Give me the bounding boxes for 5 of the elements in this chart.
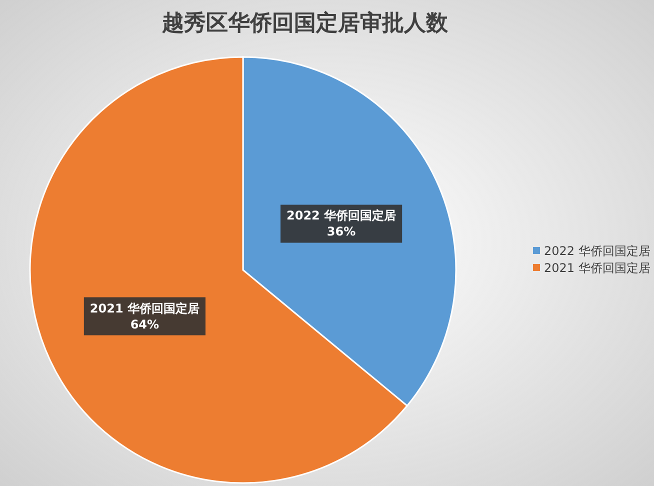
- data-label: 36%: [326, 224, 356, 239]
- chart-title: 越秀区华侨回国定居审批人数: [161, 10, 449, 36]
- slice-label: 2022 华侨回国定居: [286, 208, 396, 223]
- slice-label: 2021 华侨回国定居: [90, 301, 200, 316]
- data-label: 64%: [130, 317, 160, 332]
